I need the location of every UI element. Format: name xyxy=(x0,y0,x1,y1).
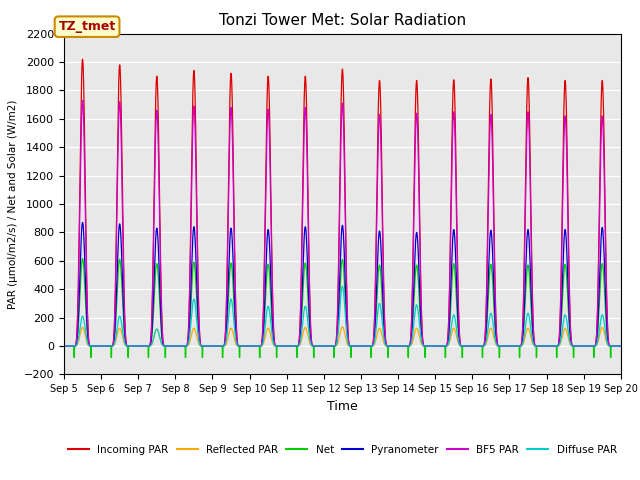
Y-axis label: PAR (µmol/m2/s) / Net and Solar (W/m2): PAR (µmol/m2/s) / Net and Solar (W/m2) xyxy=(8,99,18,309)
Diffuse PAR xyxy=(467,343,475,349)
Line: Diffuse PAR: Diffuse PAR xyxy=(64,287,621,346)
Diffuse PAR xyxy=(60,343,68,349)
Net xyxy=(483,322,491,328)
BF5 PAR xyxy=(467,343,475,349)
Reflected PAR xyxy=(467,343,475,349)
Legend: Incoming PAR, Reflected PAR, Net, Pyranometer, BF5 PAR, Diffuse PAR: Incoming PAR, Reflected PAR, Net, Pyrano… xyxy=(64,441,621,459)
Title: Tonzi Tower Met: Solar Radiation: Tonzi Tower Met: Solar Radiation xyxy=(219,13,466,28)
Line: Pyranometer: Pyranometer xyxy=(64,222,621,346)
Incoming PAR xyxy=(467,343,475,349)
Net xyxy=(594,331,602,337)
Net xyxy=(60,343,68,349)
Line: Net: Net xyxy=(64,259,621,357)
BF5 PAR xyxy=(79,97,86,103)
Pyranometer xyxy=(594,327,602,333)
Diffuse PAR xyxy=(587,343,595,349)
BF5 PAR xyxy=(483,287,491,292)
Net xyxy=(617,343,625,349)
Line: BF5 PAR: BF5 PAR xyxy=(64,100,621,346)
BF5 PAR xyxy=(60,343,68,349)
Net xyxy=(587,343,595,349)
Pyranometer xyxy=(250,343,257,349)
Pyranometer xyxy=(483,315,491,321)
Net xyxy=(250,343,257,349)
Net xyxy=(467,343,475,349)
Incoming PAR xyxy=(483,278,491,284)
Incoming PAR xyxy=(594,308,602,313)
Diffuse PAR xyxy=(594,339,602,345)
BF5 PAR xyxy=(250,343,257,349)
X-axis label: Time: Time xyxy=(327,400,358,413)
Net xyxy=(70,354,77,360)
Incoming PAR xyxy=(617,343,625,349)
Incoming PAR xyxy=(60,343,68,349)
Incoming PAR xyxy=(250,343,257,349)
Pyranometer xyxy=(467,343,475,349)
Reflected PAR xyxy=(339,324,346,330)
Line: Reflected PAR: Reflected PAR xyxy=(64,327,621,346)
Incoming PAR xyxy=(587,343,595,349)
Net xyxy=(324,343,332,349)
Diffuse PAR xyxy=(617,343,625,349)
Reflected PAR xyxy=(250,343,257,349)
Diffuse PAR xyxy=(324,343,332,349)
Reflected PAR xyxy=(60,343,68,349)
BF5 PAR xyxy=(324,343,332,349)
Reflected PAR xyxy=(324,343,332,349)
Diffuse PAR xyxy=(483,335,491,341)
Diffuse PAR xyxy=(250,343,257,349)
Incoming PAR xyxy=(324,343,332,349)
BF5 PAR xyxy=(594,312,602,318)
Pyranometer xyxy=(587,343,595,349)
BF5 PAR xyxy=(617,343,625,349)
Pyranometer xyxy=(79,219,86,225)
Reflected PAR xyxy=(617,343,625,349)
Reflected PAR xyxy=(483,339,491,345)
Reflected PAR xyxy=(594,341,602,347)
Text: TZ_tmet: TZ_tmet xyxy=(58,20,116,33)
BF5 PAR xyxy=(587,343,595,349)
Pyranometer xyxy=(60,343,68,349)
Pyranometer xyxy=(617,343,625,349)
Line: Incoming PAR: Incoming PAR xyxy=(64,59,621,346)
Reflected PAR xyxy=(587,343,595,349)
Diffuse PAR xyxy=(339,284,346,289)
Incoming PAR xyxy=(79,56,86,62)
Pyranometer xyxy=(324,343,332,349)
Net xyxy=(79,256,86,262)
